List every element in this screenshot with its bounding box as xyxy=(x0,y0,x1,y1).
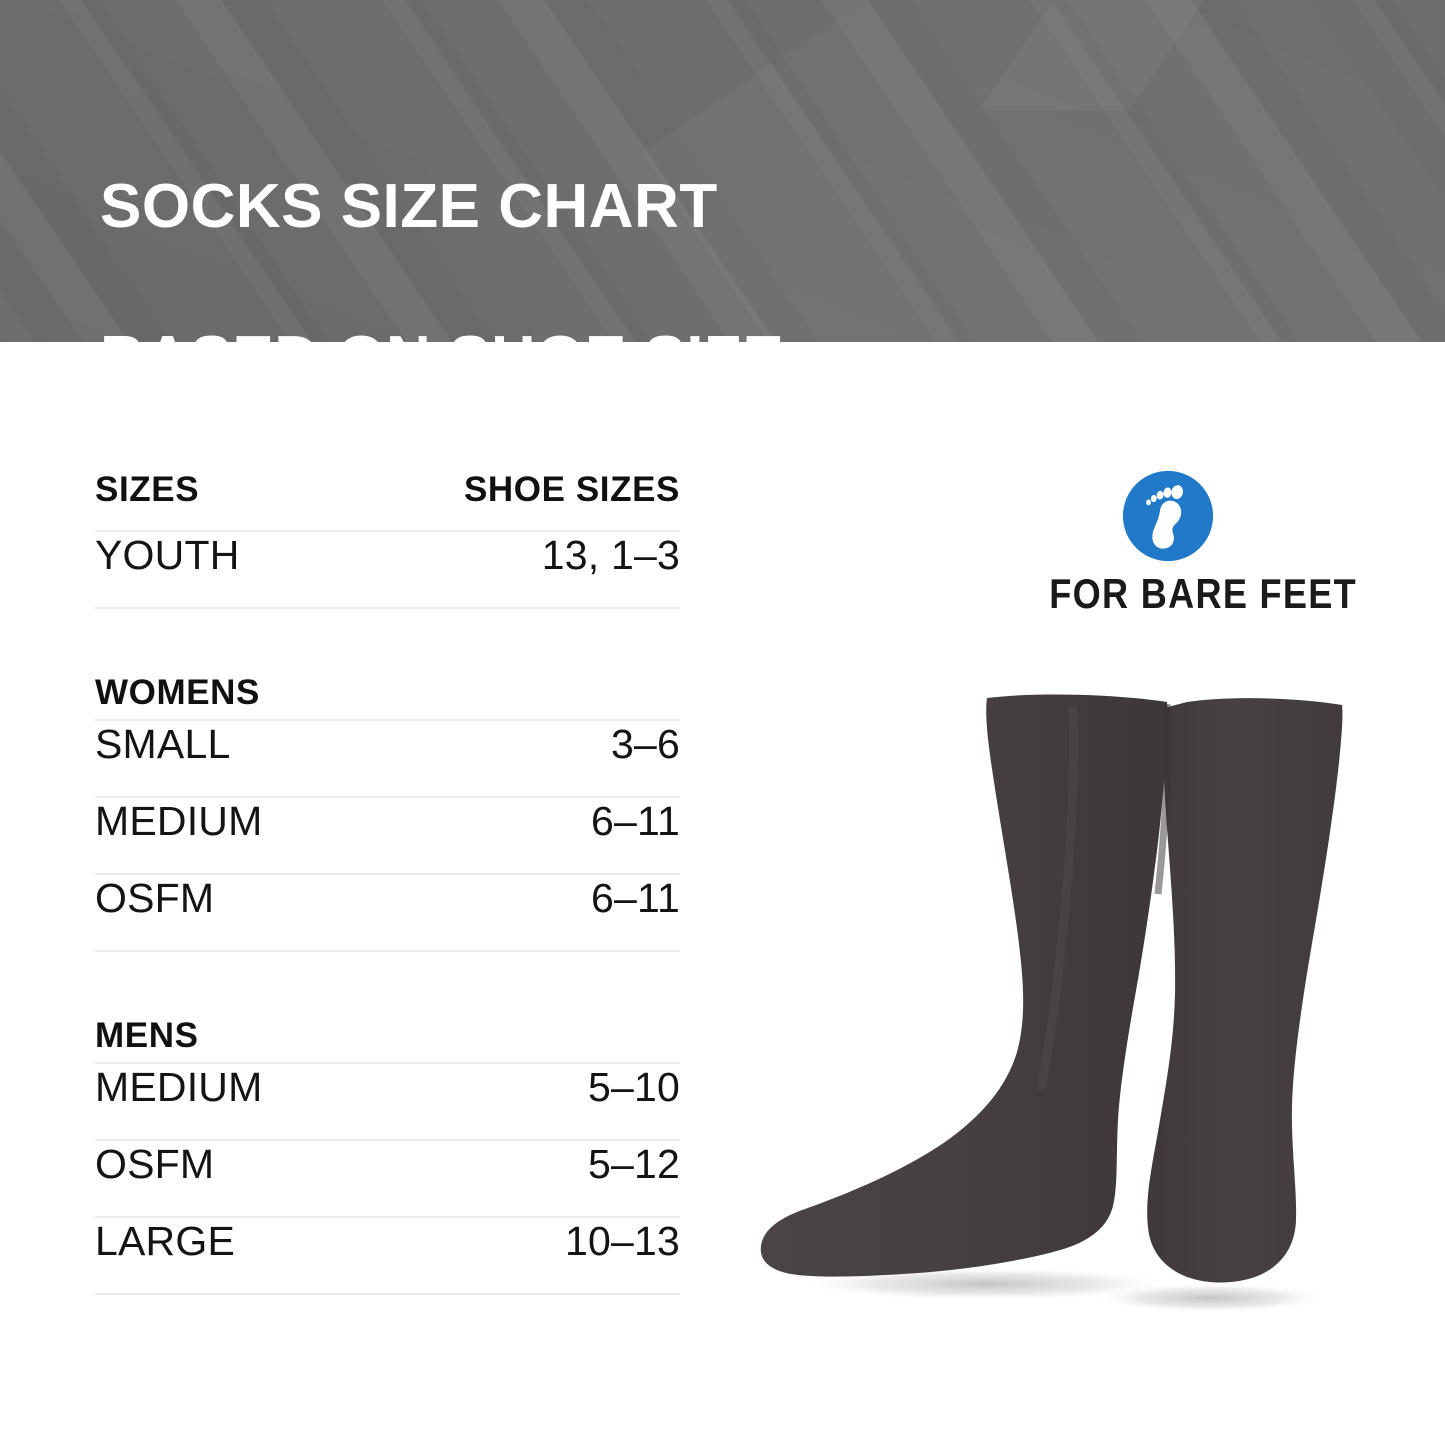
front-sock xyxy=(760,694,1168,1277)
page-title: SOCKS SIZE CHART BASED ON SHOE SIZE xyxy=(100,93,784,342)
size-chart-table: SIZES SHOE SIZES YOUTH 13, 1–3 WOMENS SM… xyxy=(95,470,680,1295)
group-spacer xyxy=(95,952,680,980)
socks-graphic xyxy=(760,694,1343,1313)
table-row: SMALL 3–6 xyxy=(95,721,680,798)
page-title-line-2: BASED ON SHOE SIZE xyxy=(100,321,784,342)
crew-socks-illustration xyxy=(735,650,1395,1350)
row-size-label: YOUTH xyxy=(95,532,240,578)
group-spacer xyxy=(95,609,680,637)
footprint-icon xyxy=(1122,470,1213,562)
row-shoe-size-value: 6–11 xyxy=(591,798,680,844)
column-header-sizes: SIZES xyxy=(95,470,200,509)
page-title-line-1: SOCKS SIZE CHART xyxy=(100,172,718,241)
header-diagonal-stripes xyxy=(0,0,1445,342)
back-sock-shadow xyxy=(1090,1283,1330,1313)
row-size-label: MEDIUM xyxy=(95,1064,263,1110)
back-sock xyxy=(1147,698,1343,1283)
group-heading-label: MENS xyxy=(95,1016,199,1055)
row-shoe-size-value: 5–10 xyxy=(587,1064,680,1110)
group-heading-womens: WOMENS xyxy=(95,637,680,721)
brand-logo: FOR BARE FEET xyxy=(1030,470,1357,618)
row-size-label: OSFM xyxy=(95,1141,215,1187)
row-size-label: OSFM xyxy=(95,875,215,921)
table-row: MEDIUM 6–11 xyxy=(95,798,680,875)
group-heading-label: WOMENS xyxy=(95,673,260,712)
group-heading-mens: MENS xyxy=(95,980,680,1064)
header-banner: SOCKS SIZE CHART BASED ON SHOE SIZE xyxy=(0,0,1445,342)
column-header-shoe-sizes: SHOE SIZES xyxy=(463,470,680,509)
table-row: LARGE 10–13 xyxy=(95,1218,680,1295)
front-sock-crease xyxy=(1036,705,1078,1091)
front-sock-edge-shade xyxy=(1154,703,1171,895)
table-row: OSFM 5–12 xyxy=(95,1141,680,1218)
row-shoe-size-value: 10–13 xyxy=(564,1218,680,1264)
table-row: MEDIUM 5–10 xyxy=(95,1064,680,1141)
row-shoe-size-value: 3–6 xyxy=(610,721,680,767)
row-size-label: LARGE xyxy=(95,1218,235,1264)
table-row: OSFM 6–11 xyxy=(95,875,680,952)
row-size-label: SMALL xyxy=(95,721,231,767)
row-size-label: MEDIUM xyxy=(95,798,263,844)
row-shoe-size-value: 6–11 xyxy=(591,875,680,921)
row-shoe-size-value: 5–12 xyxy=(587,1141,680,1187)
table-row: YOUTH 13, 1–3 xyxy=(95,532,680,609)
brand-wordmark: FOR BARE FEET xyxy=(1049,570,1357,617)
row-shoe-size-value: 13, 1–3 xyxy=(541,532,680,578)
front-sock-shadow xyxy=(795,1267,1175,1301)
table-header-row: SIZES SHOE SIZES xyxy=(95,470,680,532)
